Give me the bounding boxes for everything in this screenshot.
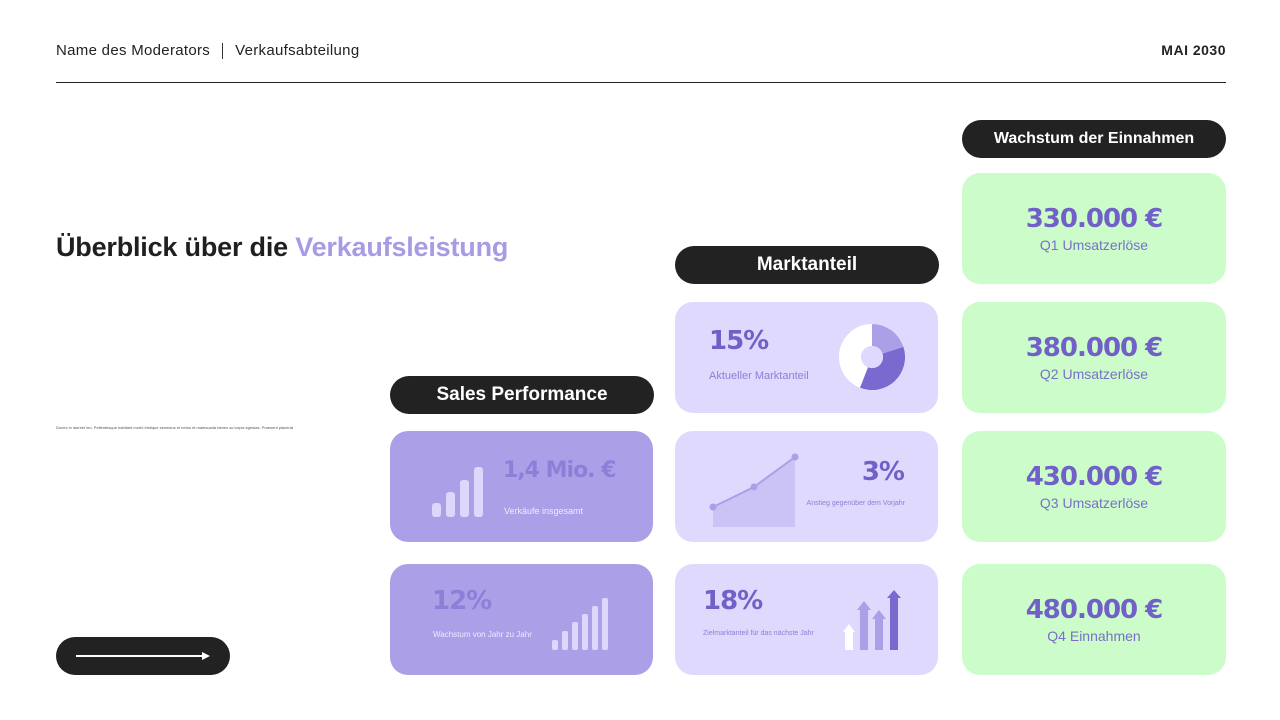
increase-caption: Anstieg gegenüber dem Vorjahr (806, 500, 905, 507)
sales-performance-label: Sales Performance (390, 376, 654, 414)
growth-bars-icon (552, 598, 608, 650)
header-separator (222, 42, 224, 59)
q2-revenue-value: 380.000 € (1025, 333, 1164, 363)
arrow-right-icon (76, 652, 210, 660)
arrow-bars-icon (843, 590, 901, 650)
body-text: Donec in laoreet leo. Pellentesque habit… (56, 425, 294, 430)
q1-revenue-caption: Q1 Umsatzerlöse (1039, 237, 1149, 253)
page-title: Überblick über die Verkaufsleistung (56, 232, 508, 263)
header-date: MAI 2030 (1161, 42, 1226, 58)
q2-revenue-card: 380.000 € Q2 Umsatzerlöse (962, 302, 1226, 413)
donut-chart-icon (839, 324, 905, 390)
department-name: Verkaufsabteilung (235, 42, 360, 59)
total-sales-caption: Verkäufe insgesamt (504, 506, 584, 516)
current-share-value: 15% (709, 326, 769, 356)
increase-value: 3% (861, 457, 905, 487)
yoy-growth-caption: Wachstum von Jahr zu Jahr (433, 630, 532, 639)
current-share-caption: Aktueller Marktanteil (709, 370, 809, 382)
increase-card: 3% Anstieg gegenüber dem Vorjahr (675, 431, 938, 542)
yoy-growth-card: 12% Wachstum von Jahr zu Jahr (390, 564, 653, 675)
q3-revenue-card: 430.000 € Q3 Umsatzerlöse (962, 431, 1226, 542)
target-share-card: 18% Zielmarktanteil für das nächste Jahr (675, 564, 938, 675)
target-share-caption: Zielmarktanteil für das nächste Jahr (703, 630, 814, 637)
q3-revenue-caption: Q3 Umsatzerlöse (1039, 495, 1149, 511)
line-chart-icon (709, 453, 799, 527)
header-meta: Name des Moderators Verkaufsabteilung (56, 42, 359, 59)
q3-revenue-value: 430.000 € (1025, 462, 1164, 492)
target-share-value: 18% (703, 586, 763, 616)
header-divider (56, 82, 1226, 83)
q1-revenue-value: 330.000 € (1025, 204, 1164, 234)
q4-revenue-value: 480.000 € (1025, 595, 1164, 625)
q2-revenue-caption: Q2 Umsatzerlöse (1039, 366, 1149, 382)
yoy-growth-value: 12% (432, 586, 492, 616)
market-share-label: Marktanteil (675, 246, 939, 284)
revenue-growth-label: Wachstum der Einnahmen (962, 120, 1226, 158)
current-share-card: 15% Aktueller Marktanteil (675, 302, 938, 413)
bar-chart-icon (432, 467, 483, 517)
q4-revenue-card: 480.000 € Q4 Einnahmen (962, 564, 1226, 675)
presenter-name: Name des Moderators (56, 42, 211, 59)
q4-revenue-caption: Q4 Einnahmen (1047, 628, 1141, 644)
total-sales-value: 1,4 Mio. € (503, 458, 617, 483)
title-accent: Verkaufsleistung (295, 232, 509, 262)
q1-revenue-card: 330.000 € Q1 Umsatzerlöse (962, 173, 1226, 284)
next-arrow-button[interactable] (56, 637, 230, 675)
total-sales-card: 1,4 Mio. € Verkäufe insgesamt (390, 431, 653, 542)
title-main: Überblick über die (56, 232, 296, 262)
